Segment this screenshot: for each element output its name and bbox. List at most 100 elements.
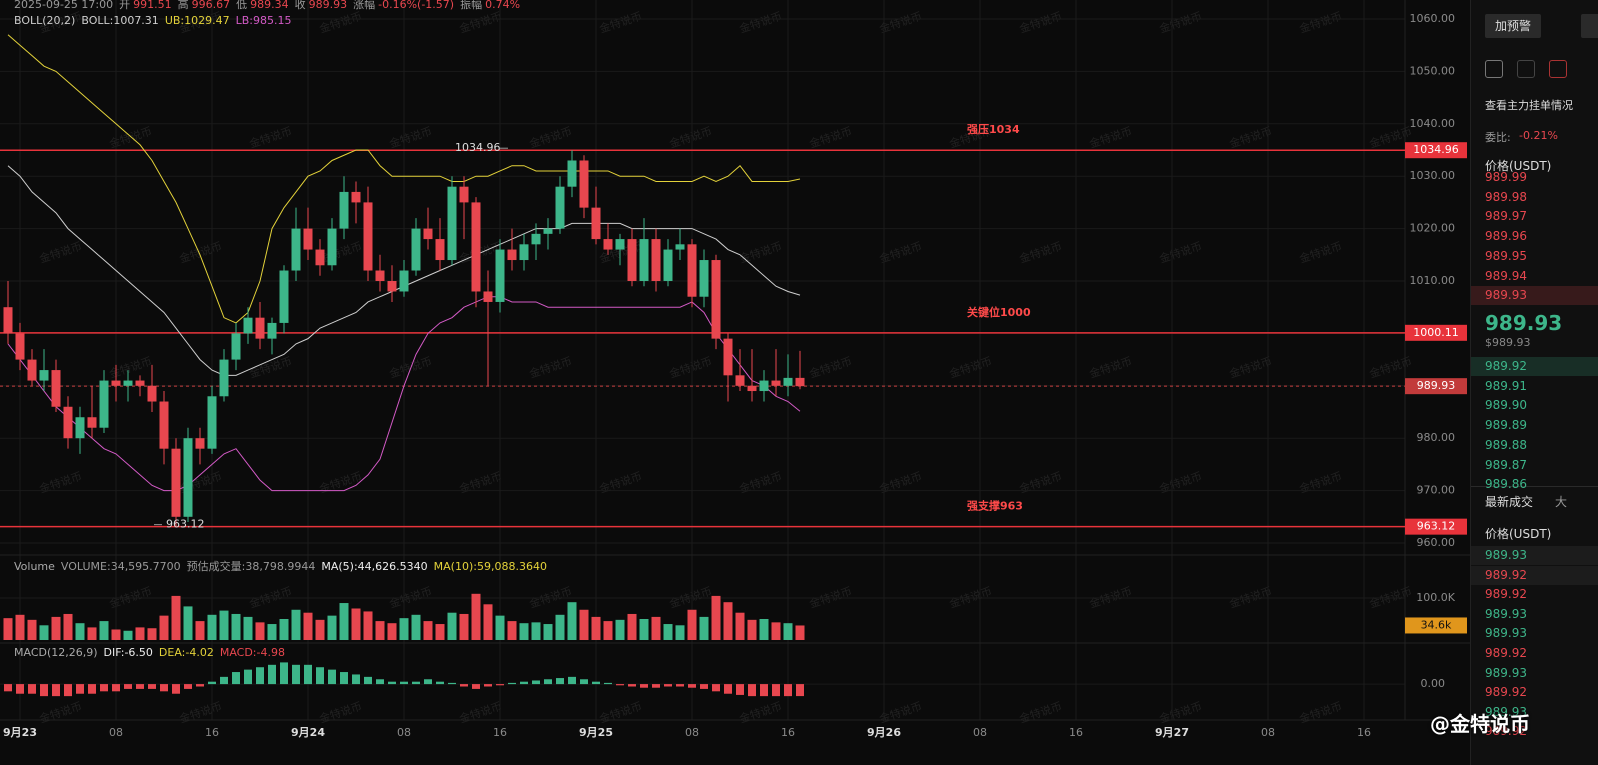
- view-icon[interactable]: [1485, 60, 1503, 78]
- volume-bar: [447, 612, 457, 640]
- volume-bar: [591, 616, 601, 640]
- macd-bar: [364, 676, 372, 685]
- macd-bar: [304, 664, 312, 685]
- volume-bar: [195, 621, 205, 640]
- candle-body: [171, 448, 181, 517]
- watermark: 金特说币: [1368, 354, 1414, 381]
- watermark: 金特说币: [1158, 239, 1204, 266]
- volume-text: MA(5):44,626.5340: [321, 560, 428, 573]
- trades-title: 最新成交: [1485, 495, 1534, 509]
- watermark: 金特说币: [808, 124, 854, 151]
- volume-bar: [675, 625, 685, 640]
- watermark: 金特说币: [178, 239, 224, 266]
- view-icon[interactable]: [1517, 60, 1535, 78]
- price-tag: [1405, 378, 1467, 395]
- macd-bar: [796, 684, 804, 697]
- volume-bar: [63, 613, 73, 640]
- candle-body: [675, 244, 685, 250]
- watermark: 金特说币: [458, 699, 504, 726]
- watermark: 金特说币: [38, 239, 84, 266]
- candle-body: [327, 228, 337, 266]
- watermark: 金特说币: [1018, 469, 1064, 496]
- trade-price: 989.92: [1485, 685, 1527, 700]
- candle-body: [135, 380, 145, 386]
- watermark: 金特说币: [1228, 584, 1274, 611]
- macd-bar: [736, 684, 744, 695]
- volume-bar: [219, 610, 229, 640]
- volume-bar: [279, 619, 289, 640]
- chart: 金特说币 金特说币 金特说币 金特说币 金特说币 金特说币 金特说币 金特说币 金特说币 金特说币…: [0, 0, 1470, 739]
- macd-bar: [160, 684, 168, 692]
- trade-price: 989.92: [1485, 646, 1527, 660]
- ask-price: 989.98: [1485, 189, 1527, 204]
- macd-bar: [448, 682, 456, 685]
- macd-bar: [112, 684, 120, 692]
- watermark: 金特说币: [108, 124, 154, 151]
- y-tick-label: 1040.00: [1410, 117, 1456, 130]
- x-tick-label: 08: [109, 726, 123, 739]
- macd-bar: [172, 684, 180, 694]
- hint[interactable]: 查看主力挂单情况: [1485, 99, 1573, 112]
- boll-stat: BOLL:1007.31: [81, 14, 159, 27]
- view-icon[interactable]: [1549, 60, 1567, 78]
- price-tag-label: 1000.11: [1413, 326, 1459, 339]
- volume-tag: [1405, 617, 1467, 634]
- candle-body: [795, 377, 805, 387]
- macd-bar: [760, 684, 768, 697]
- candle-body: [663, 249, 673, 281]
- volume-bar: [555, 614, 565, 640]
- low-marker: 963.12: [166, 518, 205, 531]
- macd-bar: [280, 662, 288, 685]
- trades-tab[interactable]: 大: [1555, 495, 1568, 509]
- watermark: 金特说币: [668, 584, 714, 611]
- candle-body: [159, 401, 169, 449]
- volume-bar: [27, 619, 37, 640]
- ask-price: 989.93: [1471, 286, 1598, 306]
- watermark: 金特说币: [388, 584, 434, 611]
- macd-text: MACD:-4.98: [219, 646, 285, 659]
- volume-header: Volume VOLUME:34,595.7700 预估成交量:38,798.994…: [14, 558, 553, 574]
- divider: [1471, 486, 1598, 487]
- y-tick-label: 1010.00: [1410, 274, 1456, 287]
- volume-bar: [315, 619, 325, 640]
- ratio: -0.21%: [1519, 129, 1558, 142]
- macd-bar: [64, 684, 72, 697]
- volume-text: VOLUME:34,595.7700: [60, 560, 181, 573]
- watermark: 金特说币: [1018, 239, 1064, 266]
- bid-price: 989.88: [1485, 437, 1527, 452]
- volume-bar: [111, 629, 121, 640]
- more-button[interactable]: [1581, 14, 1598, 38]
- macd-bar: [184, 684, 192, 689]
- candle-body: [291, 228, 301, 271]
- bid-price: 989.92: [1471, 357, 1598, 376]
- watermark: 金特说币: [528, 354, 574, 381]
- watermark: 金特说币: [38, 699, 84, 726]
- watermark: 金特说币: [108, 354, 154, 381]
- x-tick-label: 08: [1261, 726, 1275, 739]
- macd-bar: [148, 684, 156, 689]
- footer: @金特说币: [1430, 712, 1530, 736]
- macd-bar: [220, 676, 228, 685]
- watermark: 金特说币: [458, 469, 504, 496]
- volume-bar: [243, 616, 253, 640]
- macd-bar: [424, 679, 432, 685]
- watermark: 金特说币: [738, 239, 784, 266]
- volume-bar: [627, 613, 637, 640]
- macd-bar: [520, 681, 528, 685]
- macd-bar: [784, 684, 792, 697]
- boll-label: BOLL(20,2): [14, 14, 76, 27]
- macd-bar: [100, 684, 108, 692]
- volume-bar: [207, 614, 217, 640]
- trade-price: 989.92: [1485, 587, 1527, 602]
- volume-bar: [135, 627, 145, 640]
- x-tick-label: 16: [1069, 726, 1083, 739]
- watermark: 金特说币: [1228, 124, 1274, 151]
- volume-bar: [39, 625, 49, 640]
- volume-bar: [459, 613, 469, 640]
- alert-button[interactable]: 加预警: [1485, 14, 1542, 38]
- watermark: 金特说币: [318, 9, 364, 36]
- candle-body: [99, 380, 109, 428]
- volume-bar: [159, 615, 169, 640]
- macd-bar: [196, 684, 204, 687]
- high-marker: 1034.96: [455, 141, 501, 154]
